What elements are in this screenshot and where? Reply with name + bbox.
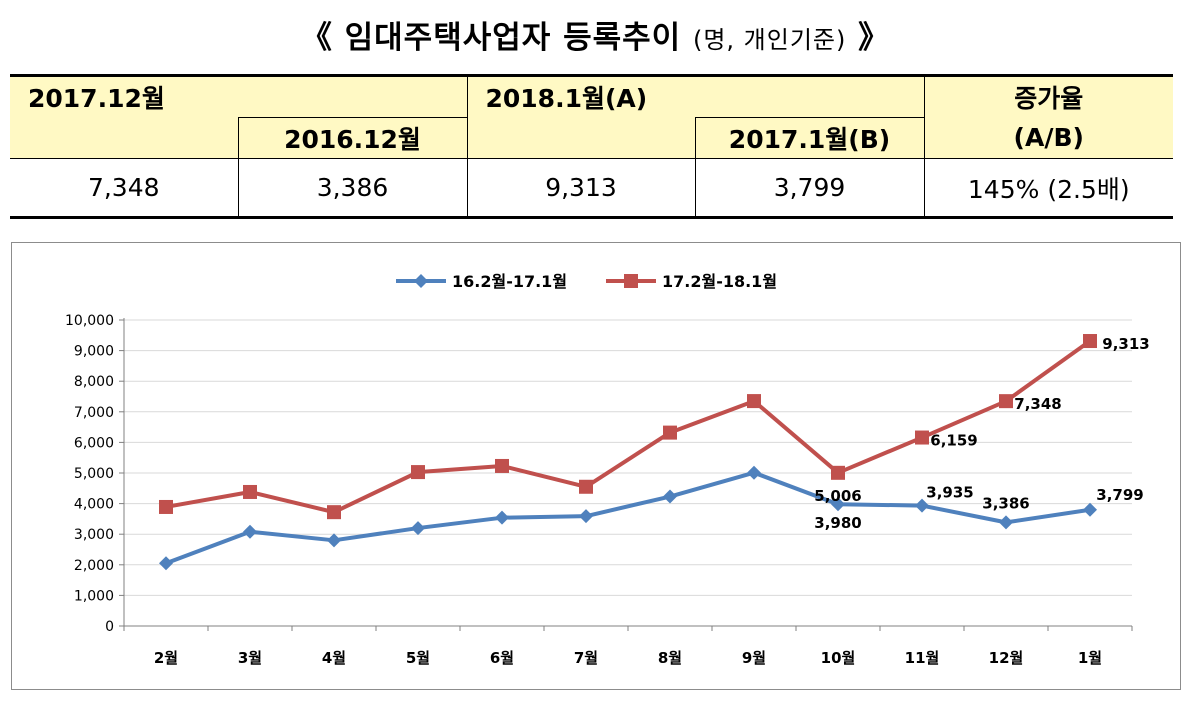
- series-line-1: [165, 470, 1091, 566]
- y-tick-label: 4,000: [74, 497, 114, 513]
- x-tick-label: 4월: [322, 649, 346, 667]
- data-label: 3,799: [1096, 486, 1143, 504]
- data-point-square: [663, 425, 677, 440]
- data-point-diamond: [495, 510, 509, 525]
- x-tick-label: 7월: [574, 649, 598, 667]
- y-tick-label: 3,000: [74, 527, 114, 543]
- data-point-diamond: [915, 498, 929, 513]
- x-tick-label: 6월: [490, 649, 514, 667]
- data-point-square: [747, 394, 761, 409]
- data-point-diamond: [1083, 502, 1097, 517]
- data-point-square: [411, 465, 425, 480]
- data-label: 3,980: [814, 514, 861, 532]
- value-2016-12: 3,386: [238, 158, 468, 219]
- data-point-diamond: [327, 533, 341, 548]
- y-tick-label: 9,000: [74, 344, 114, 360]
- data-point-square: [999, 394, 1013, 409]
- data-label: 3,386: [982, 494, 1029, 512]
- data-point-square: [624, 274, 638, 288]
- header-rate-line2: (A/B): [923, 117, 1173, 159]
- header-2017-1: 2017.1월(B): [695, 117, 924, 159]
- y-tick-label: 10,000: [65, 313, 114, 329]
- legend-label: 17.2월-18.1월: [662, 272, 777, 291]
- value-2018-1: 9,313: [467, 158, 696, 219]
- series-line-2: [165, 339, 1092, 515]
- y-tick-label: 7,000: [74, 405, 114, 421]
- data-point-diamond: [831, 497, 845, 512]
- data-point-square: [327, 505, 341, 520]
- stats-table: 2017.12월 2018.1월(A) 증가율 2016.12월 2017.1월…: [10, 74, 1173, 219]
- header-2018-1: 2018.1월(A): [466, 74, 924, 118]
- data-label: 7,348: [1014, 395, 1061, 413]
- data-point-square: [243, 484, 257, 499]
- title-main: 임대주택사업자 등록추이: [344, 20, 682, 56]
- x-tick-label: 3월: [238, 649, 262, 667]
- legend-label: 16.2월-17.1월: [452, 272, 567, 291]
- value-2017-1: 3,799: [695, 158, 925, 219]
- header-rate-line1: 증가율: [923, 74, 1173, 118]
- x-tick-label: 12월: [989, 649, 1024, 667]
- y-tick-label: 2,000: [74, 558, 114, 574]
- page-title: 《 임대주택사업자 등록추이 (명, 개인기준) 》: [0, 12, 1191, 57]
- data-point-diamond: [411, 521, 425, 536]
- data-label: 5,006: [814, 487, 861, 505]
- y-tick-label: 8,000: [74, 374, 114, 390]
- header-2017-12: 2017.12월: [10, 74, 467, 118]
- x-tick-label: 1월: [1078, 649, 1102, 667]
- x-tick-label: 5월: [406, 649, 430, 667]
- title-open-bracket: 《: [300, 20, 333, 56]
- data-point-diamond: [579, 509, 593, 524]
- x-tick-label: 2월: [154, 649, 178, 667]
- data-point-diamond: [999, 515, 1013, 530]
- data-point-square: [915, 430, 929, 445]
- line-chart: 0 1,000 2,000 3,000 4,000 5,000 6,000 7,000 8,00…: [65, 272, 1150, 667]
- data-label: 9,313: [1102, 335, 1149, 353]
- x-tick-label: 8월: [658, 649, 682, 667]
- data-point-diamond: [159, 556, 173, 571]
- data-point-diamond: [747, 465, 761, 480]
- data-point-diamond: [663, 489, 677, 504]
- y-tick-label: 6,000: [74, 435, 114, 451]
- chart-area: 0 1,000 2,000 3,000 4,000 5,000 6,000 7,000 8,00…: [11, 242, 1181, 690]
- x-tick-label: 10월: [821, 649, 856, 667]
- title-close-bracket: 》: [858, 20, 891, 56]
- data-point-square: [495, 458, 509, 473]
- x-tick-label: 9월: [742, 649, 766, 667]
- data-point-square: [1083, 334, 1097, 349]
- y-tick-label: 0: [105, 619, 114, 635]
- value-2017-12: 7,348: [10, 158, 239, 219]
- data-label: 6,159: [930, 432, 977, 450]
- x-tick-label: 11월: [905, 649, 940, 667]
- y-tick-label: 1,000: [74, 588, 114, 604]
- data-point-square: [159, 499, 173, 514]
- data-point-diamond: [243, 524, 257, 539]
- data-point-diamond: [414, 274, 428, 288]
- data-point-square: [579, 479, 593, 494]
- header-blank-2: [466, 117, 696, 159]
- value-rate: 145% (2.5배): [924, 158, 1173, 219]
- header-blank-1: [10, 117, 239, 159]
- title-subtitle: (명, 개인기준): [692, 26, 847, 54]
- header-2016-12: 2016.12월: [238, 117, 467, 159]
- y-tick-label: 5,000: [74, 466, 114, 482]
- data-point-square: [831, 465, 845, 480]
- data-label: 3,935: [926, 484, 973, 502]
